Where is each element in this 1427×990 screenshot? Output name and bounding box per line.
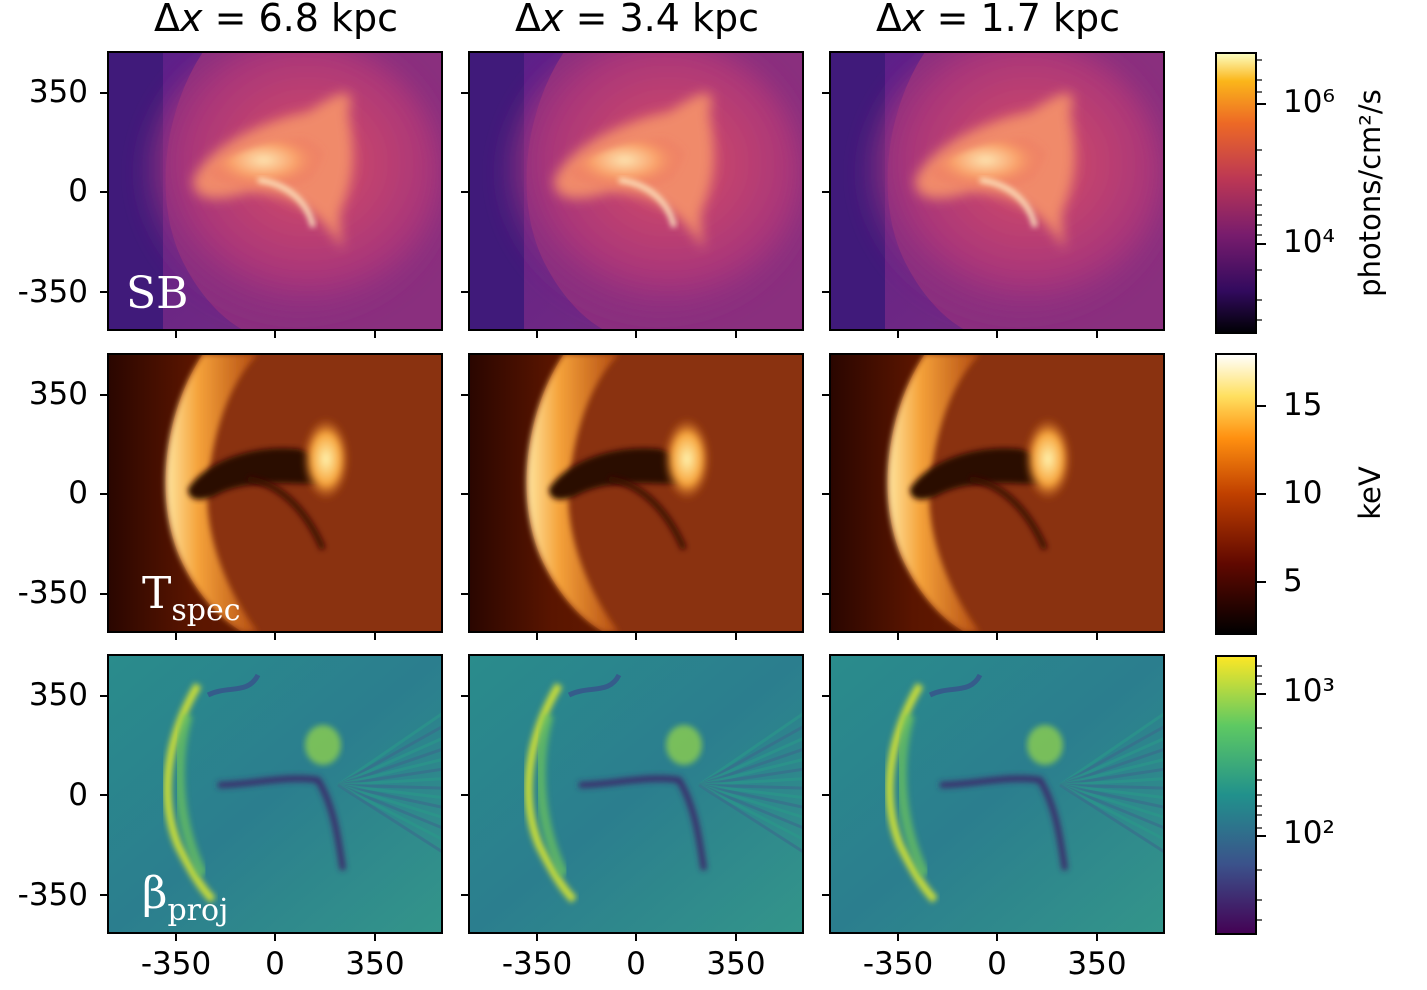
panel-sb-col2 — [469, 52, 803, 330]
colorbar-sb — [1215, 52, 1257, 334]
x-tick-label: -350 — [501, 946, 573, 982]
x-tick-label: -350 — [862, 946, 934, 982]
x-tick-label: 0 — [265, 946, 285, 982]
cbar-tick-label: 10⁶ — [1283, 84, 1335, 120]
cbar-tick-label: 10⁴ — [1283, 224, 1335, 260]
panel-sb-col1 — [108, 52, 442, 330]
y-tick-label: -350 — [17, 877, 88, 913]
y-tick-label: 350 — [28, 376, 88, 412]
y-tick-label: -350 — [17, 575, 88, 611]
cbar-label-tspec: keV — [1353, 466, 1387, 520]
x-tick-label: 0 — [987, 946, 1007, 982]
cbar-tick-label: 10 — [1283, 475, 1323, 511]
panel-tspec-col2 — [469, 354, 803, 632]
row-label-tspec: Tspec — [142, 568, 241, 628]
panel-tspec-col3 — [830, 354, 1164, 632]
y-tick-label: 350 — [28, 677, 88, 713]
panel-tspec-col1 — [108, 354, 442, 632]
y-tick-label: 0 — [68, 777, 88, 813]
column-title-2: Δx = 3.4 kpc — [514, 0, 760, 40]
x-tick-label: 0 — [626, 946, 646, 982]
colorbar-tspec — [1215, 353, 1257, 635]
column-title-1: Δx = 6.8 kpc — [153, 0, 399, 40]
y-tick-label: -350 — [17, 274, 88, 310]
panel-beta-col2 — [469, 655, 803, 933]
colorbar-beta — [1215, 655, 1257, 935]
x-tick-label: 350 — [706, 946, 766, 982]
row-label-beta: βproj — [142, 868, 229, 928]
x-tick-label: -350 — [140, 946, 212, 982]
y-tick-label: 0 — [68, 475, 88, 511]
panel-beta-col3 — [830, 655, 1164, 933]
cbar-tick-label: 5 — [1283, 563, 1303, 599]
row-label-sb: SB — [126, 268, 189, 319]
column-title-3: Δx = 1.7 kpc — [875, 0, 1121, 40]
panel-beta-col1 — [108, 655, 442, 933]
cbar-label-sb: photons/cm²/s — [1353, 89, 1387, 297]
x-tick-label: 350 — [1067, 946, 1127, 982]
y-tick-label: 0 — [68, 173, 88, 209]
panel-sb-col3 — [830, 52, 1164, 330]
cbar-tick-label: 10³ — [1283, 673, 1335, 709]
cbar-tick-label: 15 — [1283, 387, 1323, 423]
x-tick-label: 350 — [345, 946, 405, 982]
y-tick-label: 350 — [28, 74, 88, 110]
cbar-tick-label: 10² — [1283, 815, 1335, 851]
